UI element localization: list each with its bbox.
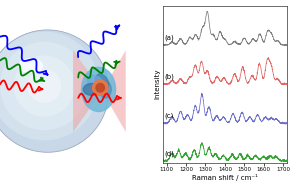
Polygon shape <box>73 50 102 132</box>
Text: (a): (a) <box>164 34 174 41</box>
Text: (c): (c) <box>164 113 173 119</box>
Ellipse shape <box>93 80 108 95</box>
Circle shape <box>0 42 88 130</box>
Polygon shape <box>102 50 126 132</box>
Circle shape <box>27 69 61 103</box>
Ellipse shape <box>87 75 103 89</box>
Ellipse shape <box>99 81 111 98</box>
X-axis label: Raman shift / cm⁻¹: Raman shift / cm⁻¹ <box>192 174 258 181</box>
Circle shape <box>13 55 75 117</box>
Y-axis label: Intensity: Intensity <box>154 69 161 99</box>
Ellipse shape <box>83 84 100 95</box>
Circle shape <box>0 30 109 152</box>
Ellipse shape <box>96 84 105 92</box>
Text: (d): (d) <box>164 150 174 157</box>
Text: (b): (b) <box>164 74 174 80</box>
Ellipse shape <box>19 59 42 72</box>
Ellipse shape <box>95 74 109 90</box>
Ellipse shape <box>81 67 115 112</box>
Circle shape <box>0 32 98 140</box>
